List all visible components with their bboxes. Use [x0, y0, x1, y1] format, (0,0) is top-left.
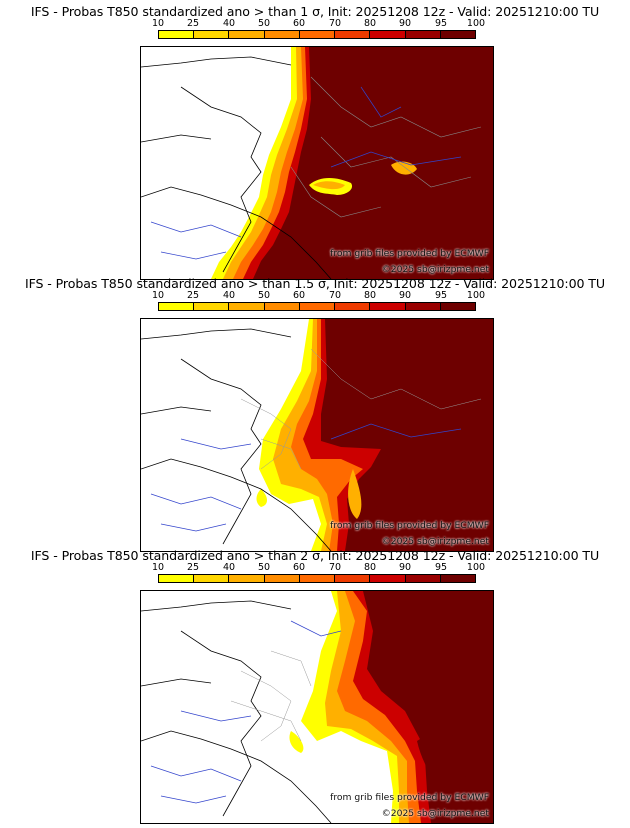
map-graphic [141, 591, 493, 823]
probability-map: from grib files provided by ECMWF ©2025 … [140, 318, 494, 552]
colorbar [158, 30, 476, 39]
colorbar-labels: 10 25 40 50 60 70 80 90 95 100 [151, 18, 486, 29]
colorbar [158, 302, 476, 311]
probability-map: from grib files provided by ECMWF ©2025 … [140, 46, 494, 280]
credit-copyright: ©2025 sb@irizpme.net [381, 264, 489, 275]
credit-source: from grib files provided by ECMWF [330, 248, 489, 259]
panel-title: IFS - Probas T850 standardized ano > tha… [24, 276, 606, 291]
map-panel-2: IFS - Probas T850 standardized ano > tha… [0, 276, 630, 552]
map-graphic [141, 47, 493, 279]
credit-source: from grib files provided by ECMWF [330, 520, 489, 531]
map-panel-3: IFS - Probas T850 standardized ano > tha… [0, 548, 630, 824]
map-panel-1: IFS - Probas T850 standardized ano > tha… [0, 4, 630, 280]
colorbar-labels: 10 25 40 50 60 70 80 90 95 100 [151, 562, 486, 573]
panel-title: IFS - Probas T850 standardized ano > tha… [30, 548, 600, 563]
panel-title: IFS - Probas T850 standardized ano > tha… [30, 4, 600, 19]
probability-map: from grib files provided by ECMWF ©2025 … [140, 590, 494, 824]
credit-copyright: ©2025 sb@irizpme.net [381, 808, 489, 819]
colorbar [158, 574, 476, 583]
colorbar-labels: 10 25 40 50 60 70 80 90 95 100 [151, 290, 486, 301]
credit-copyright: ©2025 sb@irizpme.net [381, 536, 489, 547]
credit-source: from grib files provided by ECMWF [330, 792, 489, 803]
map-graphic [141, 319, 493, 551]
